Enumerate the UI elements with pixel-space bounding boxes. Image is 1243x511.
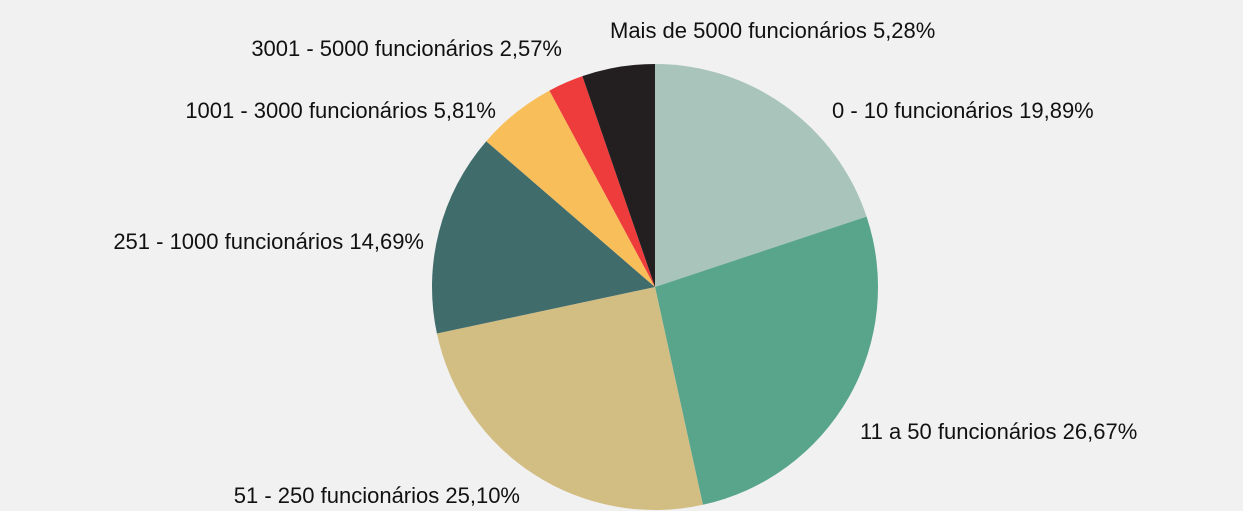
pie-slice [549,76,655,287]
category-label: 51 - 250 funcionários [234,483,439,508]
category-label: 3001 - 5000 funcionários [251,36,493,61]
category-label: 0 - 10 funcionários [832,98,1013,123]
slice-label: 251 - 1000 funcionários 14,69% [113,229,424,254]
value-label: 25,10% [445,483,520,508]
category-label: 251 - 1000 funcionários [113,229,343,254]
pie-slice [655,64,867,287]
category-label: Mais de 5000 funcionários [610,18,867,43]
value-label: 26,67% [1063,419,1138,444]
slice-label: 3001 - 5000 funcionários 2,57% [251,36,562,61]
value-label: 14,69% [349,229,424,254]
pie-slice [436,287,703,510]
pie-slice [431,141,655,334]
pie-slice [582,64,655,287]
pie-slice [486,90,655,287]
slice-label: 1001 - 3000 funcionários 5,81% [185,98,496,123]
category-label: 1001 - 3000 funcionários [185,98,427,123]
value-label: 5,28% [873,18,935,43]
value-label: 2,57% [500,36,562,61]
slice-label: 11 a 50 funcionários 26,67% [860,419,1137,444]
category-label: 11 a 50 funcionários [860,419,1057,444]
slice-label: Mais de 5000 funcionários 5,28% [610,18,935,43]
pie-slice [655,216,879,505]
slice-label: 0 - 10 funcionários 19,89% [832,98,1094,123]
value-label: 19,89% [1019,98,1094,123]
slice-label: 51 - 250 funcionários 25,10% [234,483,520,508]
value-label: 5,81% [434,98,496,123]
